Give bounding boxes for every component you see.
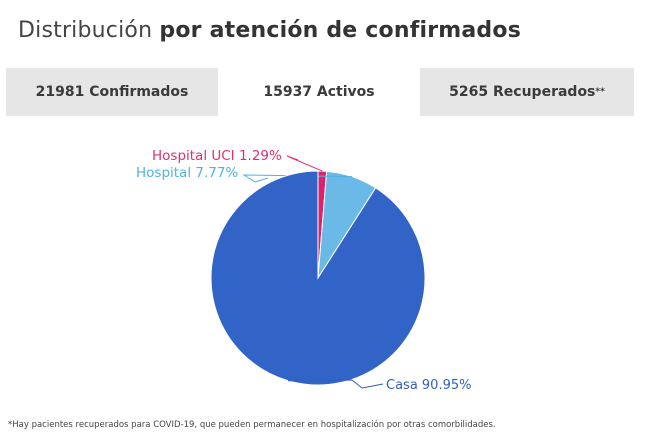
- slice-label-1: Hospital UCI 1.29%: [152, 148, 282, 164]
- leader-line-3: [287, 379, 384, 389]
- pie-slice-3[interactable]: [210, 170, 426, 386]
- leader-line-1: [286, 155, 323, 172]
- slice-label-3: Casa 90.95%: [386, 378, 471, 393]
- tab-bar: 21981 Confirmados 15937 Activos 5265 Rec…: [6, 68, 634, 116]
- tab-activos-label: 15937 Activos: [263, 84, 375, 100]
- pie-chart: Hospital UCI 1.29%Hospital 7.77% Casa 90.…: [136, 148, 471, 393]
- slice-label-2: Hospital 7.77%: [136, 165, 238, 181]
- tab-confirmados[interactable]: 21981 Confirmados: [6, 68, 218, 116]
- tab-confirmados-label: 21981 Confirmados: [35, 84, 189, 100]
- chart-title: Distribución por atención de confirmados: [18, 18, 521, 43]
- tab-recuperados-label: 5265 Recuperados: [449, 84, 596, 100]
- footnote: *Hay pacientes recuperados para COVID-19…: [8, 420, 496, 430]
- tab-recuperados-suffix: **: [595, 87, 605, 97]
- title-regular: Distribución: [18, 18, 153, 43]
- title-bold: por atención de confirmados: [159, 18, 521, 43]
- tab-recuperados[interactable]: 5265 Recuperados **: [420, 68, 634, 116]
- tab-activos[interactable]: 15937 Activos: [218, 68, 420, 116]
